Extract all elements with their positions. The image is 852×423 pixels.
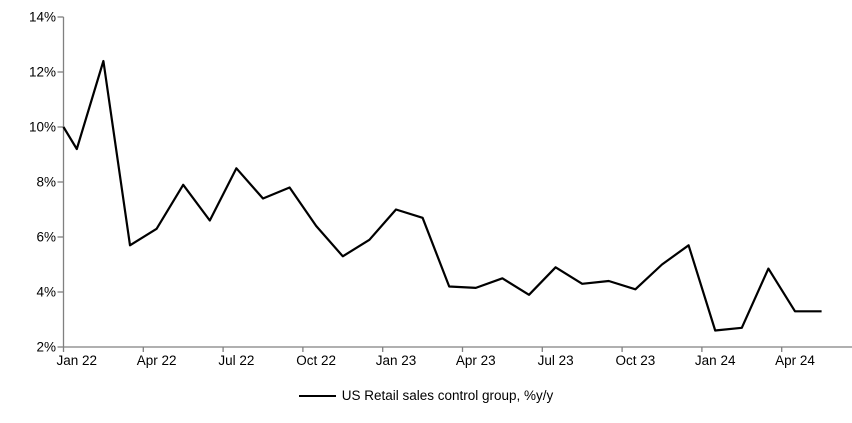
y-axis-tick-label: 12% xyxy=(29,65,56,80)
x-axis-tick-label: Apr 24 xyxy=(775,353,815,368)
x-axis-tick-label: Jan 24 xyxy=(695,353,736,368)
plot-area: 2% 4% 6% 8% 10% 12% 14% Jan 22 Apr 22 Jul 22 Oct 2… xyxy=(29,10,852,368)
y-axis-tick-label: 4% xyxy=(36,285,56,300)
series-line xyxy=(62,59,822,332)
y-axis-tick-label: 2% xyxy=(36,340,56,355)
legend: US Retail sales control group, %y/y xyxy=(0,388,852,404)
y-axis-tick-label: 6% xyxy=(36,230,56,245)
x-axis-tick-label: Apr 22 xyxy=(137,353,177,368)
x-axis-tick-label: Jan 23 xyxy=(376,353,417,368)
x-axis-tick-label: Jul 23 xyxy=(538,353,574,368)
x-axis-tick-label: Jul 22 xyxy=(218,353,254,368)
legend-line-sample-icon xyxy=(298,395,336,397)
x-axis-tick-label: Oct 23 xyxy=(616,353,656,368)
y-axis-tick-label: 8% xyxy=(36,175,56,190)
x-axis-tick-label: Oct 22 xyxy=(296,353,336,368)
y-axis-tick-label: 10% xyxy=(29,120,56,135)
x-axis-tick-label: Jan 22 xyxy=(57,353,98,368)
x-axis-tick-label: Apr 23 xyxy=(456,353,496,368)
y-axis-tick-label: 14% xyxy=(29,10,56,25)
legend-series-label: US Retail sales control group, %y/y xyxy=(341,388,554,403)
